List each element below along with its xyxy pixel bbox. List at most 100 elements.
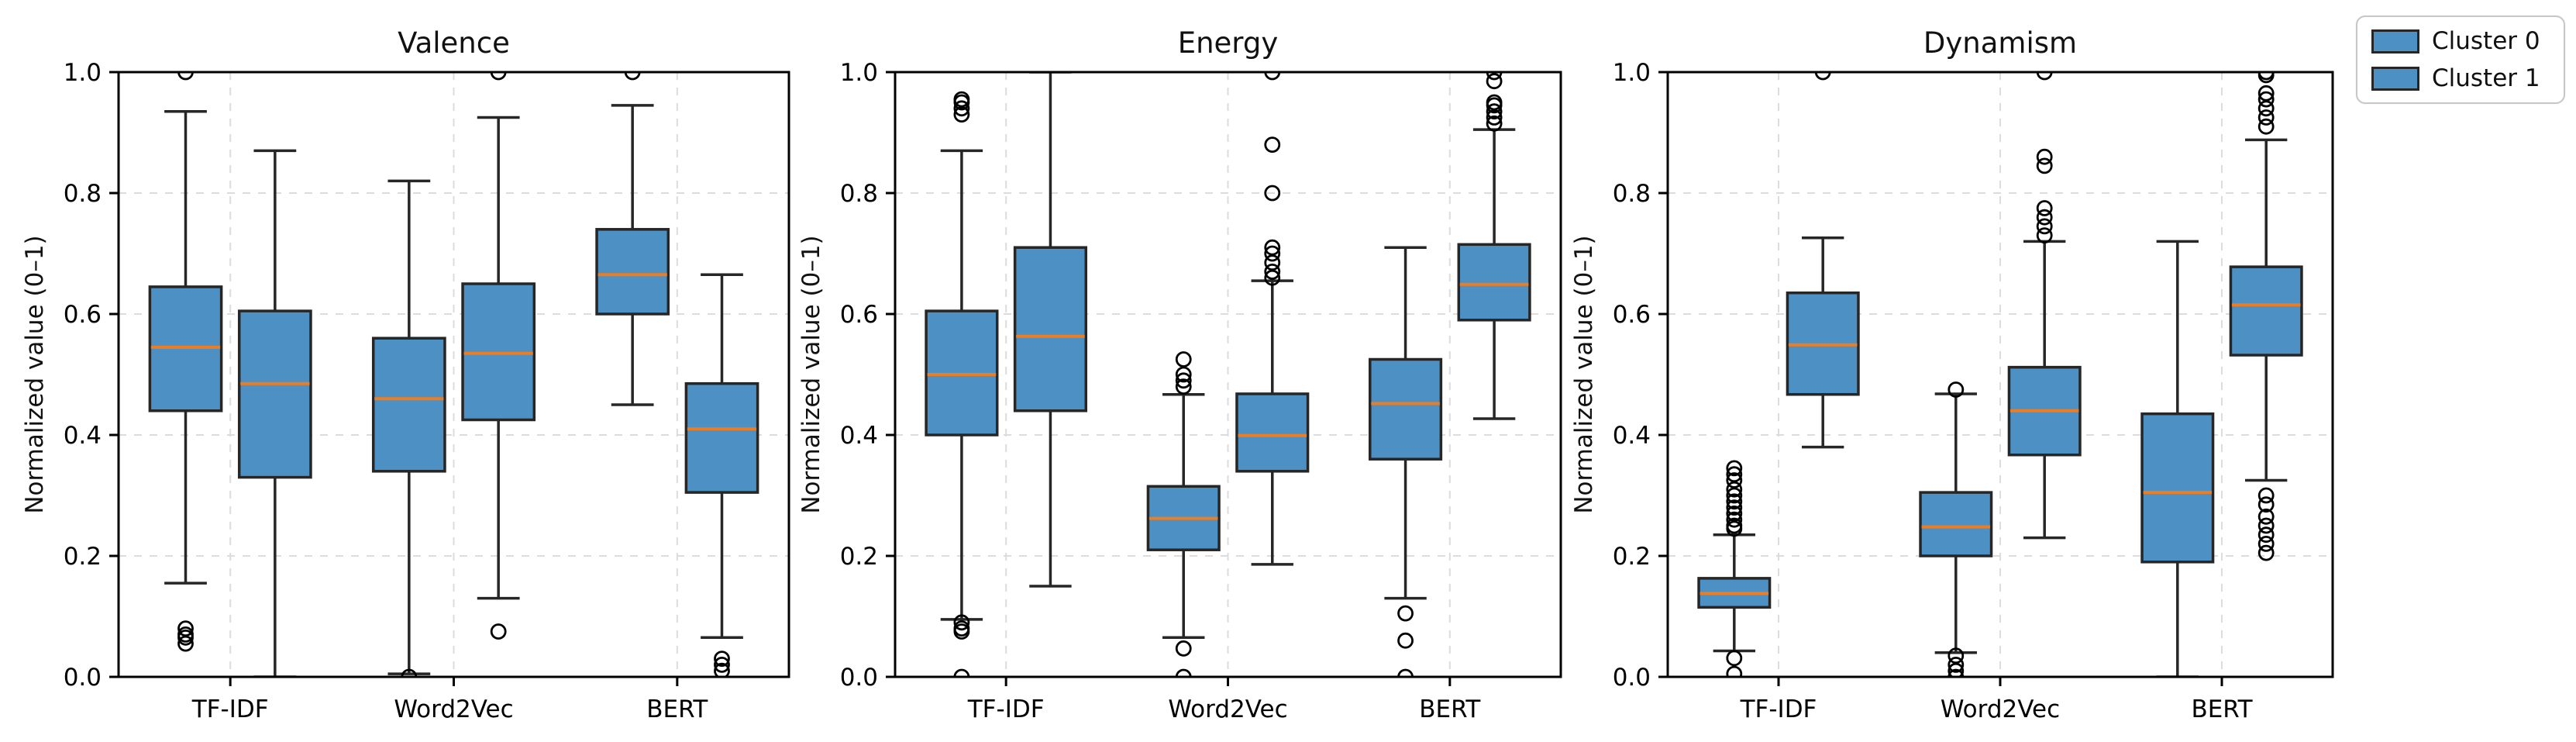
outlier-point [1264, 72, 1281, 81]
outlier-point [177, 72, 194, 81]
outlier-point [1726, 665, 1743, 677]
outlier-point [1947, 662, 1965, 677]
x-tick-label: Word2Vec [394, 695, 513, 723]
y-tick-label: 0.2 [64, 543, 102, 571]
box-cluster-1 [684, 381, 759, 494]
outlier-point [1264, 269, 1281, 286]
outlier-point [2036, 209, 2053, 226]
x-tick-label: Word2Vec [1168, 695, 1287, 723]
outlier-point [2257, 508, 2275, 525]
subplot-dynamism: 0.0 0.2 0.4 0.6 0.8 1.0 TF-IDF Word2Vec BERT [1613, 59, 2334, 723]
legend-item-cluster-0: Cluster 0 [2371, 28, 2550, 54]
outlier-point [953, 623, 970, 640]
subplot-energy: 0.0 0.2 0.4 0.6 0.8 1.0 TF-IDF Word2Vec BERT [840, 59, 1562, 723]
outlier-point [1264, 185, 1281, 202]
outlier-point [490, 72, 507, 81]
x-tick-label: BERT [2191, 695, 2253, 723]
outlier-point [2036, 200, 2053, 216]
boxes-group [925, 72, 1531, 677]
y-tick-label: 0.6 [840, 301, 878, 329]
boxes-group [1697, 72, 2303, 677]
outlier-point [1726, 493, 1743, 510]
outlier-point [2257, 91, 2275, 108]
y-tick-label: 0.6 [1613, 301, 1651, 329]
x-tick-label: TF-IDF [967, 695, 1045, 723]
box-cluster-0 [371, 336, 446, 473]
outlier-point [1175, 668, 1192, 677]
outlier-point [1947, 647, 1965, 664]
outlier-point [1486, 115, 1503, 132]
outlier-point [2257, 536, 2275, 552]
y-tick-label: 0.2 [840, 543, 878, 571]
y-tick-label: 0.8 [840, 180, 878, 208]
y-tick-label: 0.0 [64, 664, 102, 692]
y-axis-label-energy: Normalized value (0–1) [797, 235, 825, 514]
outlier-point [953, 106, 970, 123]
legend-item-cluster-1: Cluster 1 [2371, 65, 2550, 91]
x-tick-label: TF-IDF [191, 695, 269, 723]
outlier-point [1726, 466, 1743, 483]
y-axis-label-valence: Normalized value (0–1) [21, 235, 49, 514]
box-cluster-0 [1369, 357, 1443, 461]
outlier-point [1264, 245, 1281, 262]
cluster-1-swatch-icon [2371, 66, 2419, 91]
boxes-group [148, 72, 759, 677]
outlier-point [1726, 506, 1743, 522]
outlier-point [1486, 103, 1503, 120]
box-cluster-1 [1235, 392, 1310, 473]
outlier-point [624, 72, 641, 81]
outlier-point [2036, 218, 2053, 235]
outlier-point [1726, 460, 1743, 477]
outlier-point [1175, 378, 1192, 395]
outlier-point [2036, 157, 2053, 174]
outlier-point [1486, 109, 1503, 126]
y-tick-label: 1.0 [1613, 59, 1651, 87]
legend-label: Cluster 1 [2432, 64, 2540, 92]
outlier-point [1175, 640, 1192, 657]
outlier-point [1726, 511, 1743, 528]
outlier-point [714, 651, 730, 667]
y-tick-label: 1.0 [840, 59, 878, 87]
outlier-point [177, 635, 194, 652]
box-cluster-1 [1457, 243, 1531, 322]
outlier-point [401, 668, 418, 677]
outlier-point [1726, 520, 1743, 537]
outlier-point [1175, 372, 1192, 389]
outlier-point [1947, 381, 1965, 398]
outlier-point [1175, 366, 1192, 383]
outlier-point [1264, 254, 1281, 271]
outlier-point [1947, 668, 1965, 677]
outlier-point [1726, 487, 1743, 504]
y-axis-label-dynamism: Normalized value (0–1) [1570, 235, 1598, 514]
y-tick-label: 0.6 [64, 301, 102, 329]
outlier-point [2036, 72, 2053, 81]
cluster-0-swatch-icon [2371, 29, 2419, 53]
y-tick-label: 0.0 [1613, 664, 1651, 692]
box-cluster-1 [2229, 265, 2303, 357]
box-cluster-1 [237, 309, 312, 479]
outlier-point [953, 100, 970, 117]
outlier-point [2257, 109, 2275, 126]
outlier-point [1175, 351, 1192, 368]
outlier-point [1486, 97, 1503, 114]
x-tick-label: BERT [1419, 695, 1481, 723]
subplot-valence: 0.0 0.2 0.4 0.6 0.8 1.0 TF-IDF Word2Vec BERT [64, 59, 790, 723]
x-tick-label: Word2Vec [1941, 695, 2060, 723]
outlier-point [1486, 72, 1503, 81]
outlier-point [953, 94, 970, 111]
outlier-point [2257, 72, 2275, 81]
outlier-point [2257, 487, 2275, 504]
subplot-title-dynamism: Dynamism [1923, 26, 2078, 60]
outlier-point [1726, 481, 1743, 498]
legend: Cluster 0 Cluster 1 [2356, 16, 2565, 104]
subplot-title-valence: Valence [398, 26, 510, 60]
outlier-point [714, 657, 730, 673]
outlier-point [2257, 526, 2275, 544]
outlier-point [1726, 472, 1743, 488]
y-tick-label: 0.0 [840, 664, 878, 692]
y-tick-label: 0.2 [1613, 543, 1651, 571]
outlier-point [1814, 72, 1831, 81]
outlier-point [714, 662, 730, 677]
